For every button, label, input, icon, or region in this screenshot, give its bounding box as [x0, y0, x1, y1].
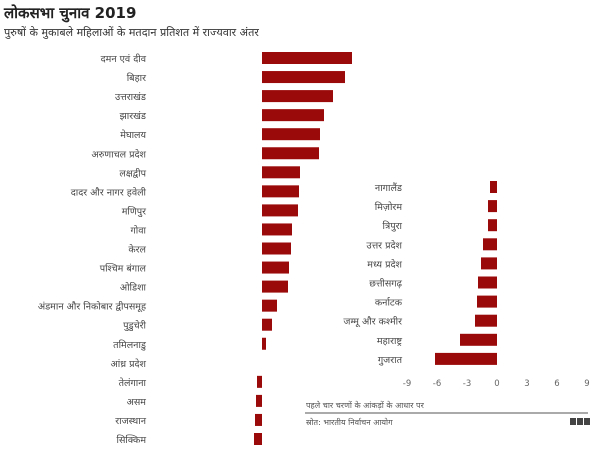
category-label: त्रिपुरा [383, 220, 403, 232]
category-label: मध्य प्रदेश [367, 258, 402, 270]
right-bar-group: नागालैंड मिज़ोरम त्रिपुरा उत्तर प्रदेश मध्य … [343, 181, 497, 366]
bar [460, 333, 497, 346]
bar [262, 52, 352, 64]
category-label: पश्चिम बंगाल [100, 263, 147, 275]
category-label: गुजरात [378, 355, 403, 366]
bar [488, 200, 497, 213]
category-label: असम [127, 397, 147, 408]
x-tick-label: 0 [494, 379, 499, 389]
bar [256, 394, 262, 407]
bar [262, 223, 292, 236]
bar [262, 204, 298, 217]
category-label: ओडिशा [120, 282, 147, 294]
bar [262, 128, 320, 141]
chart-subtitle: पुरुषों के मुकाबले महिलाओं के मतदान प्रत… [4, 26, 259, 39]
category-label: अरुणाचल प्रदेश [91, 148, 146, 160]
x-tick-label: -6 [433, 379, 441, 389]
category-label: पुडुचेरी [123, 320, 146, 332]
category-label: महाराष्ट्र [377, 336, 403, 347]
bar [262, 318, 272, 331]
category-label: मिज़ोरम [375, 201, 403, 213]
category-label: तमिलनाडु [113, 339, 147, 351]
bar [262, 261, 289, 274]
left-bar-group: दमन एवं दीव बिहार उत्तराखंड झारखंड मेघालय अरु… [38, 52, 352, 446]
bar [483, 238, 497, 251]
category-label: तेलंगाना [119, 377, 147, 389]
category-label: झारखंड [120, 111, 147, 122]
category-label: दमन एवं दीव [101, 53, 147, 65]
bar [488, 219, 497, 232]
category-label: उत्तराखंड [115, 92, 147, 103]
source-text: स्रोत: भारतीय निर्वाचन आयोग [306, 417, 393, 427]
bar [262, 242, 291, 255]
category-label: केरल [128, 244, 146, 256]
x-tick-label: -3 [463, 379, 471, 389]
bar [262, 299, 277, 312]
x-tick-label: -9 [403, 379, 411, 389]
category-label: राजस्थान [115, 416, 146, 427]
x-tick-label: 3 [524, 379, 529, 389]
bar [477, 295, 497, 308]
category-label: नागालैंड [375, 182, 403, 194]
bar [262, 166, 300, 179]
category-label: आंध्र प्रदेश [111, 358, 147, 370]
category-label: छत्तीसगढ़ [369, 278, 402, 290]
bar [262, 90, 333, 103]
category-label: बिहार [127, 72, 147, 84]
bar [262, 337, 266, 350]
category-label: अंडमान और निकोबार द्वीपसमूह [38, 301, 147, 313]
bar [262, 71, 345, 84]
category-label: गोवा [130, 224, 146, 236]
bbc-logo [570, 418, 590, 425]
footnote: पहले चार चरणों के आंकड़ों के आधार पर [306, 400, 425, 410]
x-tick-label: 9 [584, 379, 589, 389]
bar [255, 413, 262, 426]
category-label: उत्तर प्रदेश [366, 239, 402, 251]
bar [257, 375, 262, 388]
x-axis-ticks: -9 -6 -3 0 3 6 9 [403, 379, 590, 389]
bar [478, 276, 497, 289]
bar [262, 109, 324, 122]
bar [262, 280, 288, 293]
category-label: दादर और नागर हवेली [71, 186, 147, 198]
bar [435, 352, 497, 365]
category-label: लक्षद्वीप [119, 167, 146, 179]
category-label: मेघालय [120, 129, 146, 141]
x-tick-label: 6 [554, 379, 559, 389]
chart-title: लोकसभा चुनाव 2019 [3, 4, 136, 23]
bar [254, 433, 262, 445]
category-label: सिक्किम [117, 434, 147, 446]
category-label: कर्नाटक [375, 297, 403, 309]
category-label: जम्मू और कश्मीर [343, 316, 403, 328]
bar [490, 181, 497, 193]
bar [481, 257, 497, 270]
category-label: मणिपुर [122, 205, 147, 217]
bar [475, 314, 497, 327]
bar [262, 185, 299, 198]
bar [262, 147, 319, 160]
